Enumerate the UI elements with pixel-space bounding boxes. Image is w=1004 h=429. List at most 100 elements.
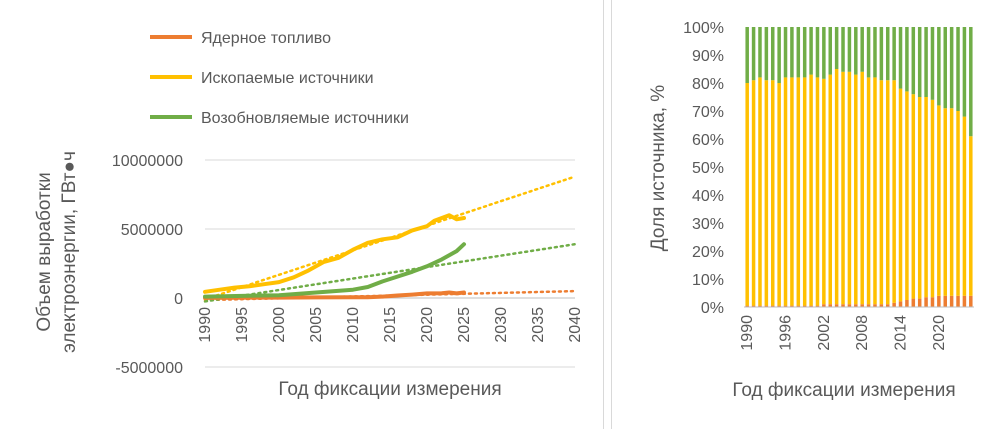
bar-segment <box>828 74 832 305</box>
bar-segment <box>815 305 820 307</box>
bar-segment <box>956 111 960 296</box>
bar-segment <box>745 27 749 83</box>
y-tick-label: 80% <box>692 76 724 93</box>
bar-segment <box>802 305 807 307</box>
bar-segment <box>796 27 801 78</box>
bar-segment <box>885 304 890 307</box>
bar-segment <box>822 27 826 79</box>
bar-segment <box>969 136 973 296</box>
bar-segment <box>962 295 967 307</box>
series-lines <box>203 213 466 300</box>
stacked-bar-chart-panel: 0% 10% 20% 30% 40% 50% 60% 70% 80% 90% 100% 1990 19… <box>611 0 1004 429</box>
y-tick-labels: -5000000 0 5000000 10000000 <box>112 153 183 377</box>
series-line <box>203 290 466 300</box>
bar-segment <box>828 27 832 75</box>
series-line <box>203 213 466 294</box>
bar-segment <box>790 77 794 306</box>
bar-segment <box>809 27 813 75</box>
x-tick-label: 1996 <box>778 315 795 351</box>
bar-segment <box>809 305 813 307</box>
bar-segment <box>924 97 928 298</box>
y-axis-title-line-1: Объем выработки <box>34 172 55 331</box>
bar-segment <box>822 304 826 307</box>
bar-segment <box>828 304 832 307</box>
bar-segment <box>777 305 781 307</box>
bar-segment <box>962 27 967 117</box>
bar-segment <box>866 304 871 307</box>
bar-segment <box>949 295 954 307</box>
x-tick-label: 2010 <box>345 307 362 343</box>
bar-segment <box>905 27 909 92</box>
legend: Ядерное топливо Ископаемые источники Возоб… <box>150 30 409 127</box>
bar-segment <box>905 300 909 307</box>
bar-segment <box>860 27 864 72</box>
y-axis-title-line-2: электроэнергии, ГВт●ч <box>59 151 80 353</box>
bar-segment <box>802 27 807 78</box>
x-tick-label: 2000 <box>271 307 288 343</box>
bar-segment <box>949 27 954 109</box>
x-tick-label: 2015 <box>382 307 399 343</box>
bar-segment <box>956 27 960 111</box>
y-tick-label: 10% <box>692 272 724 289</box>
x-tick-label: 2030 <box>493 307 510 343</box>
bar-segment <box>764 305 769 307</box>
bar-segment <box>943 27 947 109</box>
trendline <box>203 242 577 303</box>
bar-segment <box>834 69 839 305</box>
bar-segment <box>841 27 845 72</box>
bar-segment <box>943 108 947 296</box>
bar-segment <box>751 305 756 307</box>
bar-segment <box>751 27 756 81</box>
y-tick-label: 90% <box>692 48 724 65</box>
x-tick-labels: 1990 1995 2000 2005 2010 2015 2020 2025 2030 2035… <box>197 307 584 343</box>
bar-segment <box>885 80 890 305</box>
bar-segment <box>847 27 852 72</box>
bar-segment <box>777 83 781 306</box>
bar-segment <box>777 27 781 83</box>
x-tick-label: 2025 <box>456 307 473 343</box>
bar-segment <box>847 71 852 305</box>
y-axis-title: Доля источника, % <box>648 85 669 251</box>
bar-segment <box>917 27 922 97</box>
x-axis-title: Год фиксации измерения <box>278 379 501 400</box>
x-tick-label: 2035 <box>530 307 547 343</box>
line-chart-panel: -5000000 0 5000000 10000000 1990 1995 2000 200… <box>34 0 604 429</box>
x-tick-label: 1990 <box>739 315 756 351</box>
bar-segment <box>841 71 845 305</box>
bar-segment <box>937 295 941 307</box>
bar-segment <box>898 27 903 89</box>
bar-segment <box>949 108 954 296</box>
y-tick-label: 5000000 <box>121 222 183 239</box>
bar-segment <box>911 94 916 299</box>
y-tick-label: 10000000 <box>112 153 183 170</box>
bar-segment <box>866 27 871 78</box>
y-tick-label: 100% <box>683 20 724 37</box>
bar-segment <box>956 295 960 307</box>
bar-segment <box>969 295 973 307</box>
bar-segment <box>854 304 858 307</box>
bar-segment <box>802 77 807 306</box>
bar-segment <box>770 80 775 306</box>
bar-segment <box>834 304 839 307</box>
bar-segment <box>917 298 922 307</box>
x-tick-label: 2008 <box>854 315 871 351</box>
x-tick-label: 2005 <box>308 307 325 343</box>
y-tick-label: 0% <box>701 300 724 317</box>
bar-segment <box>860 304 864 307</box>
bar-segment <box>751 80 756 306</box>
bar-segment <box>911 27 916 95</box>
bar-segment <box>783 305 788 307</box>
bar-segment <box>898 301 903 307</box>
x-tick-label: 1990 <box>197 307 214 343</box>
bar-segment <box>873 27 877 78</box>
y-tick-label: 50% <box>692 160 724 177</box>
bar-segment <box>854 27 858 75</box>
bar-segment <box>790 305 794 307</box>
bar-segment <box>758 27 762 78</box>
stacked-bar-chart: 0%10%20%30%40%50%60%70%80%90%100% 1990 19… <box>648 20 974 401</box>
y-tick-label: -5000000 <box>115 360 183 377</box>
x-axis-title: Год фиксации измерения <box>732 380 955 401</box>
bar-segment <box>937 105 941 296</box>
bar-segment <box>930 297 935 307</box>
legend-label: Возобновляемые источники <box>201 110 409 127</box>
